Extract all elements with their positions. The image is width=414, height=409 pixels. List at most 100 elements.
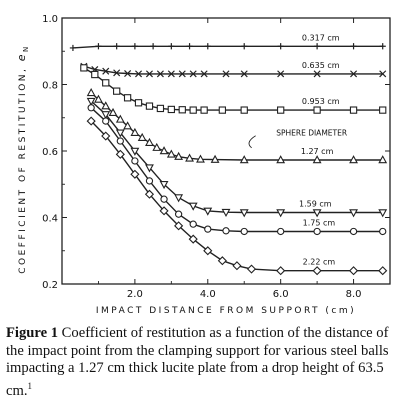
chart-labels: IMPACT DISTANCE FROM SUPPORT (cm) COEFFIC… — [15, 33, 354, 316]
x-tick-label: 6.0 — [273, 289, 289, 300]
data-point-circle — [240, 227, 248, 236]
data-point-square — [113, 87, 121, 95]
chart-ticks: 2.0 4.0 6.0 8.0 0.2 0.4 0.6 0.8 1.0 — [42, 14, 390, 300]
data-point-x — [135, 70, 143, 78]
data-point-square — [379, 106, 387, 114]
series-label: 0.953 cm — [302, 97, 340, 106]
data-point-triangle-up — [312, 155, 322, 164]
series-2-22-cm — [86, 116, 388, 276]
data-point-triangle-up — [86, 87, 96, 97]
data-point-square — [145, 102, 154, 110]
data-point-plus — [314, 43, 321, 50]
data-point-triangle-down — [115, 129, 125, 138]
data-point-triangle-down — [349, 209, 358, 218]
data-point-diamond — [86, 116, 96, 126]
y-tick-label: 1.0 — [42, 14, 58, 25]
data-point-circle — [145, 177, 154, 185]
data-point-diamond — [348, 266, 359, 276]
data-point-triangle-up — [349, 155, 358, 164]
data-point-diamond — [378, 266, 388, 276]
data-point-triangle-down — [276, 209, 286, 218]
y-tick-label: 0.6 — [42, 147, 58, 158]
data-point-x — [350, 70, 358, 78]
data-point-diamond — [217, 256, 227, 266]
series-0-317-cm — [69, 43, 386, 52]
data-point-square — [240, 106, 248, 114]
data-point-triangle-up — [130, 127, 140, 136]
data-point-x — [200, 70, 208, 78]
data-point-circle — [379, 227, 387, 236]
data-point-circle — [222, 227, 230, 235]
data-point-triangle-down — [130, 147, 140, 156]
data-point-triangle-up — [108, 107, 118, 117]
y-axis-title-subscript: N — [22, 44, 30, 52]
data-point-circle — [313, 227, 321, 236]
data-point-triangle-down — [203, 207, 213, 216]
series-label: 1.75 cm — [303, 218, 336, 227]
series-1-59-cm — [86, 97, 388, 218]
data-point-triangle-up — [152, 142, 162, 151]
series-line — [83, 65, 383, 75]
data-point-diamond — [115, 149, 125, 159]
y-tick-label: 0.8 — [42, 81, 58, 92]
data-point-square — [80, 64, 88, 72]
data-point-x — [313, 70, 321, 78]
data-point-diamond — [232, 261, 242, 271]
data-point-x — [189, 70, 197, 78]
data-point-diamond — [276, 266, 286, 276]
data-point-triangle-up — [137, 132, 147, 141]
data-point-plus — [69, 44, 77, 52]
data-point-circle — [277, 227, 285, 236]
series-line — [90, 120, 383, 272]
data-point-plus — [204, 43, 211, 50]
data-point-x — [102, 67, 110, 75]
data-point-square — [134, 99, 143, 107]
data-point-circle — [160, 195, 168, 203]
data-point-square — [189, 106, 197, 114]
data-point-square — [178, 106, 186, 114]
data-point-triangle-up — [115, 114, 125, 123]
chart-axes — [61, 17, 391, 285]
data-point-x — [240, 70, 248, 78]
data-point-square — [218, 106, 227, 114]
data-point-x — [156, 70, 164, 78]
data-point-circle — [116, 137, 124, 145]
data-point-triangle-down — [239, 209, 249, 218]
data-point-square — [167, 105, 175, 114]
data-point-diamond — [312, 266, 322, 276]
data-point-diamond — [130, 169, 140, 179]
caption-label: Figure 1 — [6, 325, 59, 341]
data-point-triangle-up — [166, 149, 176, 158]
data-point-triangle-down — [312, 209, 322, 218]
data-point-plus — [95, 43, 102, 50]
data-point-circle — [174, 210, 183, 218]
annotation-pointer — [248, 135, 256, 149]
data-point-triangle-down — [145, 164, 154, 173]
data-point-triangle-up — [94, 94, 103, 103]
y-axis-title: COEFFICIENT OF RESTITUTION, eN — [15, 44, 30, 274]
data-point-plus — [131, 43, 138, 50]
y-tick-label: 0.4 — [42, 214, 58, 225]
data-point-plus — [277, 43, 284, 50]
data-point-plus — [150, 43, 157, 50]
data-point-x — [167, 70, 175, 78]
data-point-x — [113, 69, 121, 77]
annotation-sphere-diameter: SPHERE DIAMETER — [276, 129, 347, 138]
data-point-square — [349, 106, 358, 114]
data-point-triangle-up — [210, 154, 220, 163]
restitution-chart: 2.0 4.0 6.0 8.0 0.2 0.4 0.6 0.8 1.0 IMPACT DISTA… — [15, 14, 391, 316]
data-point-x — [379, 70, 387, 78]
data-point-square — [156, 104, 165, 113]
data-point-plus — [168, 43, 175, 50]
data-point-square — [91, 70, 99, 79]
x-tick-label: 4.0 — [200, 289, 216, 300]
series-0-635-cm — [80, 62, 387, 78]
series-0-953-cm — [80, 64, 387, 114]
data-point-diamond — [159, 206, 169, 216]
data-point-triangle-up — [145, 137, 154, 146]
data-point-plus — [113, 43, 120, 50]
data-point-triangle-up — [185, 153, 194, 162]
figure-caption: Figure 1 Coefficient of restitution as a… — [6, 325, 408, 400]
data-point-square — [313, 106, 321, 114]
series-label: 1.59 cm — [299, 200, 332, 209]
